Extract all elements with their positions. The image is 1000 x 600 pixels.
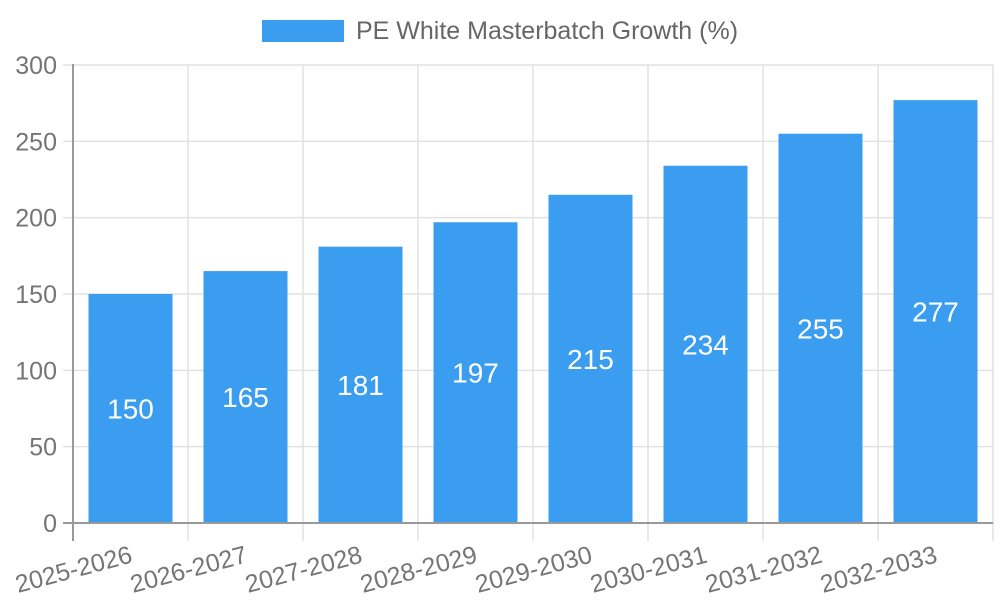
bar-2031-2032[interactable]	[778, 133, 863, 523]
bar-value-label: 181	[337, 370, 384, 401]
x-tick-label: 2029-2030	[472, 541, 595, 599]
bar-2032-2033[interactable]	[893, 100, 978, 523]
bar-2025-2026[interactable]	[88, 294, 173, 523]
x-tick-label: 2028-2029	[357, 541, 480, 599]
x-tick-label: 2031-2032	[702, 541, 825, 599]
bar-value-label: 197	[452, 358, 499, 389]
bar-2026-2027[interactable]	[203, 271, 288, 523]
legend-label: PE White Masterbatch Growth (%)	[355, 17, 739, 45]
bar-value-label: 234	[682, 329, 729, 360]
y-tick-label: 150	[15, 281, 57, 309]
bar-value-label: 255	[797, 313, 844, 344]
x-tick-label: 2027-2028	[242, 541, 365, 599]
bar-value-label: 150	[107, 394, 154, 425]
bar-2030-2031[interactable]	[663, 165, 748, 523]
bar-2027-2028[interactable]	[318, 246, 403, 523]
bar-2029-2030[interactable]	[548, 194, 633, 523]
bar-value-label: 277	[912, 297, 959, 328]
legend-item[interactable]: PE White Masterbatch Growth (%)	[0, 17, 1000, 45]
bar-value-label: 165	[222, 382, 269, 413]
legend-swatch	[261, 20, 344, 42]
y-tick-label: 50	[29, 434, 57, 462]
y-tick-label: 250	[15, 128, 57, 156]
x-tick-label: 2032-2033	[817, 541, 940, 599]
y-tick-label: 100	[15, 357, 57, 385]
x-tick-label: 2026-2027	[127, 541, 250, 599]
x-tick-label: 2025-2026	[12, 541, 135, 599]
y-tick-label: 0	[43, 510, 57, 538]
y-tick-label: 300	[15, 52, 57, 80]
bar-2028-2029[interactable]	[433, 222, 518, 523]
x-tick-label: 2030-2031	[587, 541, 710, 599]
y-tick-label: 200	[15, 205, 57, 233]
bar-value-label: 215	[567, 344, 614, 375]
